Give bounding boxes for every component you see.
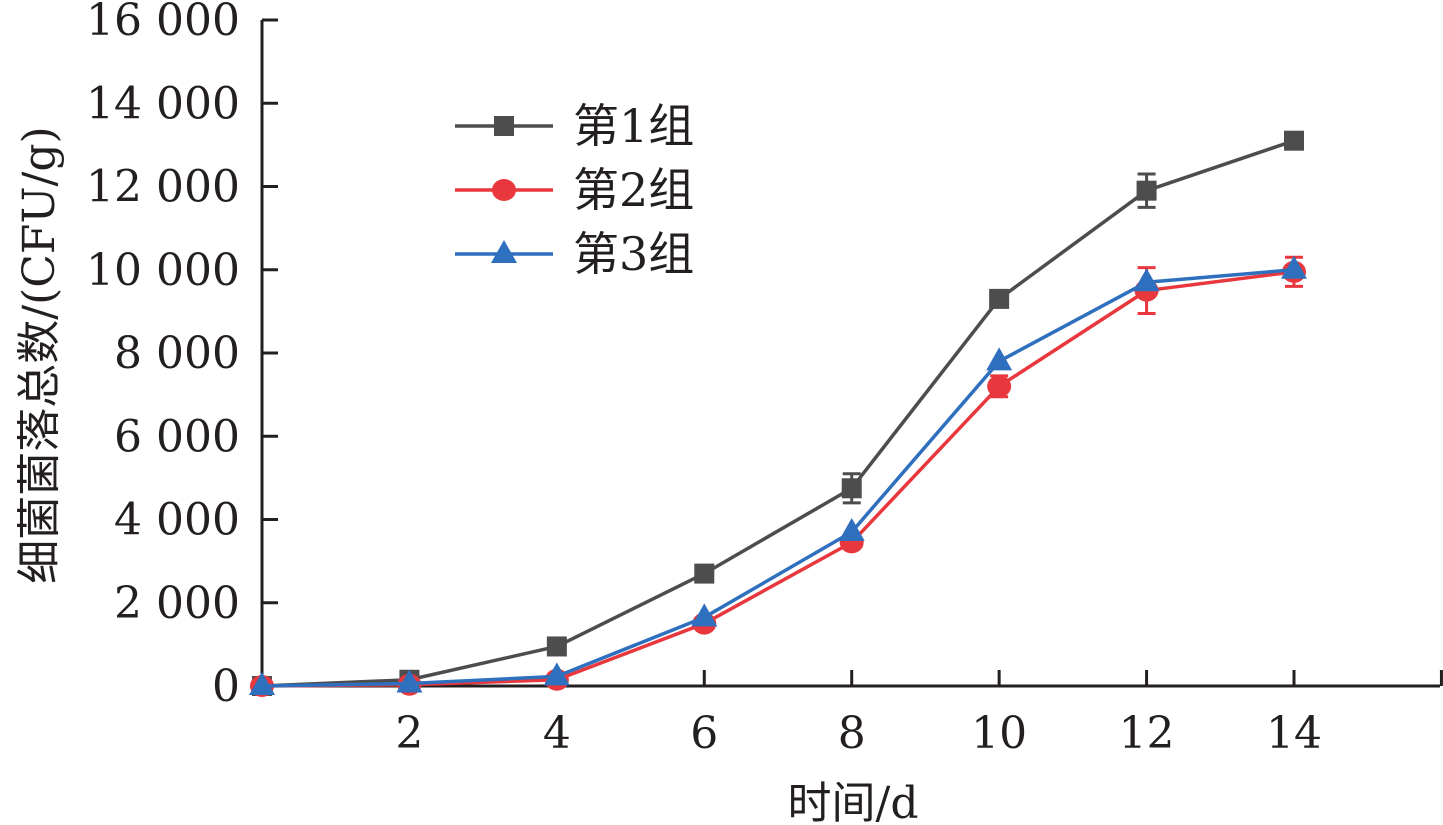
x-axis-label: 时间/d xyxy=(788,778,919,825)
data-point xyxy=(987,375,1012,398)
y-tick-label: 14 000 xyxy=(86,78,240,129)
y-axis-label: 细菌菌落总数/(CFU/g) xyxy=(14,126,65,583)
x-tick-label: 2 xyxy=(395,708,423,759)
legend-marker xyxy=(491,240,517,263)
x-tick-label: 14 xyxy=(1266,708,1322,759)
y-tick-label: 0 xyxy=(212,661,240,712)
series-line xyxy=(261,139,1295,688)
y-tick-label: 2 000 xyxy=(114,578,240,629)
series-line xyxy=(261,268,1295,688)
y-tick-label: 10 000 xyxy=(86,245,240,296)
legend-marker xyxy=(492,179,516,201)
data-point xyxy=(396,669,423,693)
y-tick-label: 16 000 xyxy=(86,0,240,46)
data-point xyxy=(986,347,1013,371)
x-tick-label: 8 xyxy=(838,708,866,759)
data-point xyxy=(694,563,715,584)
legend-label: 第3组 xyxy=(573,227,694,281)
y-tick-label: 8 000 xyxy=(114,328,240,379)
y-tick-label: 6 000 xyxy=(114,411,240,462)
data-point xyxy=(1281,255,1307,279)
x-tick-label: 6 xyxy=(690,708,718,759)
plot-area: 0 2 000 4 000 6 000 8 000 10 000 12 000 14 000 1… xyxy=(86,0,1443,759)
data-point xyxy=(1284,130,1304,151)
y-tick-label: 4 000 xyxy=(114,495,240,546)
data-point xyxy=(546,636,567,657)
legend-marker xyxy=(494,116,514,136)
data-point xyxy=(1136,180,1157,201)
data-point xyxy=(249,672,275,695)
data-point xyxy=(691,603,718,627)
data-point xyxy=(989,288,1010,309)
x-tick-label: 4 xyxy=(543,708,571,759)
x-tick-label: 12 xyxy=(1119,708,1175,759)
series-line xyxy=(261,270,1295,688)
data-point xyxy=(1133,268,1160,292)
y-tick-label: 12 000 xyxy=(86,162,240,213)
data-point xyxy=(543,662,570,686)
data-point xyxy=(838,517,865,541)
legend-label: 第1组 xyxy=(573,99,694,153)
legend-label: 第2组 xyxy=(573,163,694,217)
x-tick-label: 10 xyxy=(971,708,1027,759)
data-point xyxy=(841,478,862,499)
